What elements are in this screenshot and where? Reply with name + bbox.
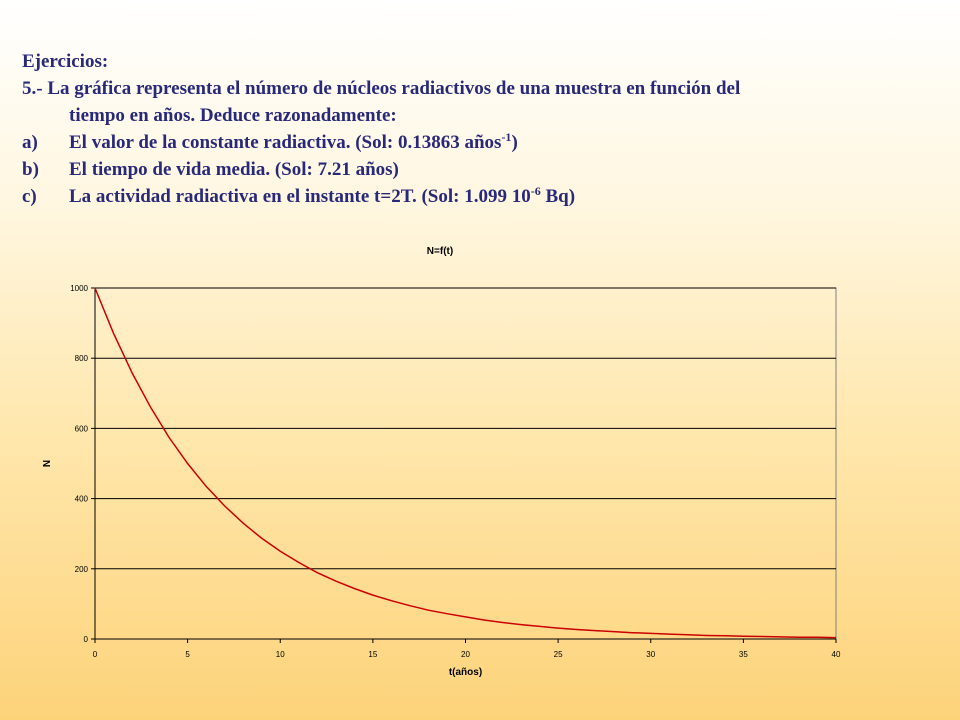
- chart-title: N=f(t): [426, 246, 454, 257]
- question-a-tail: ): [511, 132, 518, 153]
- x-tick-label: 35: [739, 650, 748, 659]
- x-tick-label: 25: [554, 650, 563, 659]
- exercise-text: Ejercicios: 5.- La gráfica representa el…: [22, 48, 942, 210]
- y-tick-label: 200: [75, 565, 89, 574]
- tick-labels: 0 200 400 600 800 1000 0 5 10 15 20 25 30 35 40: [70, 284, 841, 659]
- question-a: a) El valor de la constante radiactiva. …: [22, 129, 942, 156]
- x-tick-label: 20: [461, 650, 470, 659]
- question-c-main: La actividad radiactiva en el instante t…: [69, 186, 531, 207]
- question-c: c) La actividad radiactiva en el instant…: [22, 183, 942, 210]
- y-tick-label: 400: [75, 495, 89, 504]
- question-b-text: El tiempo de vida media. (Sol: 7.21 años…: [69, 156, 399, 183]
- question-b: b) El tiempo de vida media. (Sol: 7.21 a…: [22, 156, 942, 183]
- question-a-label: a): [22, 132, 38, 153]
- x-tick-label: 15: [368, 650, 377, 659]
- question-a-text: El valor de la constante radiactiva. (So…: [69, 129, 518, 156]
- intro-line-2: tiempo en años. Deduce razonadamente:: [69, 105, 397, 126]
- question-b-label: b): [22, 159, 39, 180]
- x-tick-label: 40: [832, 650, 841, 659]
- y-axis-label: N: [42, 460, 53, 467]
- question-c-sup: -6: [530, 184, 541, 198]
- question-a-sup: -1: [501, 130, 512, 144]
- question-b-main: El tiempo de vida media. (Sol: 7.21 años…: [69, 159, 399, 180]
- x-tick-label: 0: [93, 650, 98, 659]
- x-axis-label: t(años): [449, 667, 482, 678]
- intro-line-1: 5.- La gráfica representa el número de n…: [22, 78, 741, 99]
- x-tick-label: 30: [646, 650, 655, 659]
- y-tick-label: 0: [84, 635, 89, 644]
- y-tick-label: 1000: [70, 284, 88, 293]
- question-a-main: El valor de la constante radiactiva. (So…: [69, 132, 502, 153]
- question-c-label: c): [22, 186, 37, 207]
- y-tick-label: 800: [75, 354, 89, 363]
- grid-lines: [95, 287, 836, 570]
- question-c-tail: Bq): [540, 186, 576, 207]
- axes: [91, 287, 837, 643]
- question-c-text: La actividad radiactiva en el instante t…: [69, 183, 575, 210]
- decay-curve: [94, 287, 837, 639]
- plot-area: [94, 287, 837, 640]
- y-tick-label: 600: [75, 424, 89, 433]
- x-tick-label: 10: [276, 650, 285, 659]
- x-tick-label: 5: [185, 650, 190, 659]
- heading: Ejercicios:: [22, 51, 109, 72]
